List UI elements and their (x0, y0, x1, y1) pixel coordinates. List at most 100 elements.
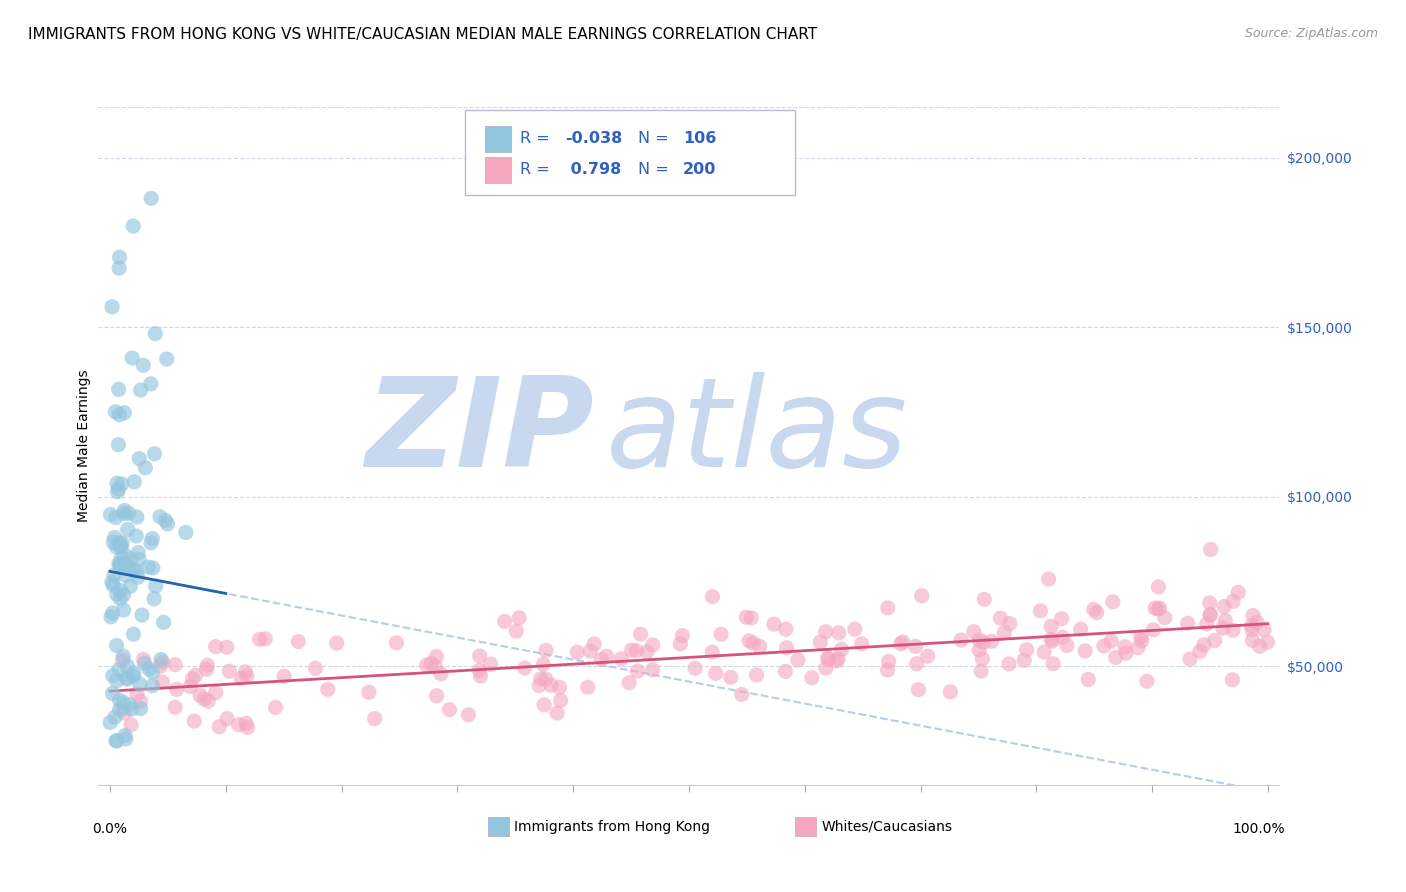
Point (1189, 644, 1212, 658)
Point (1038, 572, 1060, 586)
Point (993, 625, 1015, 640)
Point (630, 627, 652, 641)
Point (117, 659, 139, 673)
Point (125, 529, 148, 543)
Point (468, 648, 491, 663)
Bar (488, 817, 509, 836)
Point (1092, 639, 1115, 653)
Point (114, 729, 136, 743)
Point (105, 734, 128, 748)
Point (143, 447, 166, 461)
Point (745, 668, 768, 682)
Point (710, 627, 733, 641)
Point (531, 657, 554, 672)
Point (470, 669, 492, 683)
Point (579, 644, 602, 658)
Point (1042, 657, 1064, 671)
Point (195, 662, 218, 676)
Point (385, 636, 408, 650)
Point (165, 700, 187, 714)
Point (166, 682, 188, 697)
Point (808, 635, 831, 649)
Point (905, 657, 928, 671)
Point (980, 634, 1002, 648)
Point (105, 476, 128, 491)
Point (150, 652, 173, 666)
Point (891, 635, 914, 649)
Point (104, 710, 127, 724)
Point (877, 654, 900, 668)
Point (110, 591, 132, 606)
Text: 0.0%: 0.0% (93, 822, 128, 836)
Point (1142, 623, 1164, 637)
Point (702, 590, 724, 604)
Point (494, 615, 516, 629)
Point (591, 652, 613, 666)
Point (814, 661, 837, 675)
Point (195, 658, 218, 673)
Point (111, 477, 134, 491)
Point (969, 633, 991, 648)
Point (152, 615, 174, 630)
Point (1085, 606, 1108, 620)
Point (576, 680, 599, 694)
Point (1149, 601, 1171, 615)
Point (152, 656, 174, 670)
Point (112, 603, 135, 617)
Point (156, 351, 179, 366)
Point (127, 545, 149, 559)
Point (111, 653, 134, 667)
Point (468, 664, 491, 678)
Point (174, 525, 197, 540)
Point (325, 636, 347, 650)
Point (105, 639, 128, 653)
Point (534, 643, 557, 657)
Point (112, 696, 135, 710)
Point (1114, 640, 1136, 654)
Point (513, 661, 536, 675)
Point (439, 703, 461, 717)
Point (98, 715, 121, 730)
Point (105, 734, 128, 748)
Point (973, 592, 995, 607)
Point (364, 712, 387, 726)
Bar (485, 157, 510, 183)
Point (125, 565, 148, 579)
Point (641, 663, 664, 677)
Point (112, 649, 135, 664)
Point (179, 680, 201, 694)
Point (1240, 623, 1263, 637)
Point (1147, 602, 1170, 616)
Point (118, 560, 141, 574)
Point (735, 610, 758, 624)
Point (249, 632, 271, 647)
Point (124, 475, 146, 489)
Point (1212, 621, 1234, 635)
Point (128, 451, 150, 466)
Point (101, 668, 124, 682)
Point (287, 634, 309, 648)
Point (129, 383, 152, 397)
Text: -0.038: -0.038 (565, 131, 623, 146)
Point (890, 637, 912, 651)
Point (546, 706, 568, 720)
Point (800, 671, 823, 685)
Point (184, 668, 207, 682)
Point (907, 682, 929, 697)
Point (1240, 618, 1263, 632)
Point (1101, 595, 1123, 609)
Point (204, 685, 226, 699)
Point (596, 649, 619, 664)
Point (972, 652, 994, 666)
Point (105, 673, 128, 688)
Point (155, 513, 177, 527)
Point (626, 644, 648, 658)
Point (817, 650, 839, 665)
Point (720, 670, 742, 684)
Point (128, 552, 150, 566)
Point (1241, 608, 1264, 623)
Point (236, 669, 259, 683)
Point (231, 671, 253, 685)
Point (505, 624, 527, 639)
Point (457, 707, 479, 722)
